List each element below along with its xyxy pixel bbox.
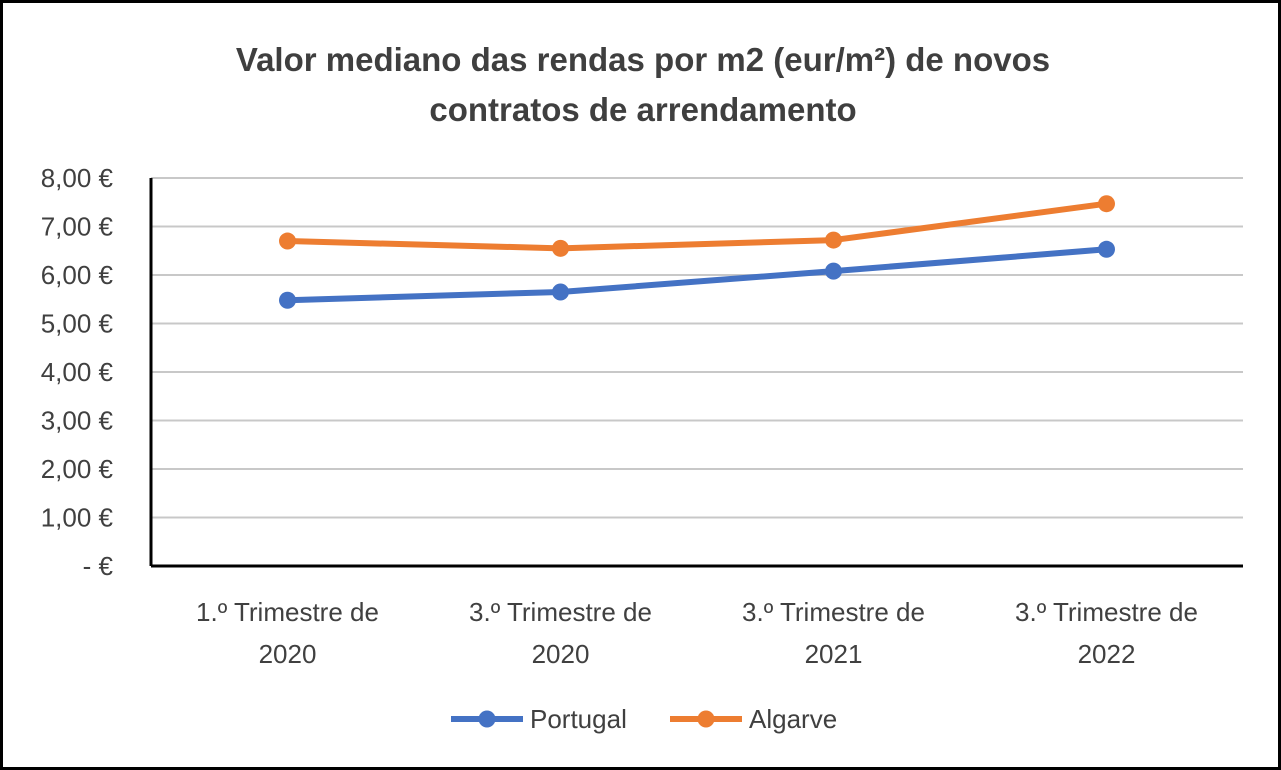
x-category-label-line: 2022 xyxy=(1078,639,1136,669)
y-tick-label: 1,00 € xyxy=(41,503,114,533)
y-tick-label: 4,00 € xyxy=(41,357,114,387)
data-point-algarve xyxy=(552,239,569,257)
gridlines xyxy=(151,177,1243,519)
x-axis-category-labels: 1.º Trimestre de 2020 3.º Trimestre de 2020… xyxy=(196,597,1198,669)
legend-marker-portugal xyxy=(478,710,496,728)
y-tick-label: 7,00 € xyxy=(41,212,114,242)
series-line-algarve xyxy=(284,200,1110,252)
legend-marker-algarve xyxy=(697,710,715,728)
x-category-label-line: 2020 xyxy=(259,639,317,669)
y-tick-label: 2,00 € xyxy=(41,454,114,484)
legend-label-algarve: Algarve xyxy=(749,704,837,734)
data-point-algarve xyxy=(1098,195,1115,213)
x-category-label: 1.º Trimestre de 2020 xyxy=(196,597,379,669)
x-category-label-line: 2020 xyxy=(532,639,590,669)
axes xyxy=(149,178,1243,568)
y-tick-label: 6,00 € xyxy=(41,260,114,290)
series-portugal xyxy=(279,240,1115,309)
data-point-algarve xyxy=(825,231,842,249)
y-tick-label: 8,00 € xyxy=(41,163,114,193)
x-category-label: 3.º Trimestre de 2022 xyxy=(1015,597,1198,669)
data-point-algarve xyxy=(279,232,296,250)
legend-label-portugal: Portugal xyxy=(530,704,627,734)
data-point-portugal xyxy=(825,262,842,280)
y-tick-label: 3,00 € xyxy=(41,406,114,436)
legend: Portugal Algarve xyxy=(451,704,837,734)
legend-item-portugal: Portugal xyxy=(451,704,627,734)
y-axis-tick-labels: - € 1,00 € 2,00 € 3,00 € 4,00 € 5,00 € 6,00 € 7… xyxy=(41,163,114,581)
data-point-portugal xyxy=(1098,240,1115,258)
x-category-label: 3.º Trimestre de 2021 xyxy=(742,597,925,669)
chart-title-line-2: contratos de arrendamento xyxy=(429,91,856,128)
x-category-label-line: 2021 xyxy=(805,639,863,669)
x-category-label-line: 3.º Trimestre de xyxy=(742,597,925,627)
x-category-label-line: 3.º Trimestre de xyxy=(469,597,652,627)
y-tick-label: - € xyxy=(83,551,114,581)
x-category-label-line: 3.º Trimestre de xyxy=(1015,597,1198,627)
series-line-portugal xyxy=(284,246,1110,304)
data-point-portugal xyxy=(279,291,296,309)
chart-title-line-1: Valor mediano das rendas por m2 (eur/m²)… xyxy=(236,41,1050,78)
legend-item-algarve: Algarve xyxy=(670,704,837,734)
y-tick-label: 5,00 € xyxy=(41,309,114,339)
series-lines xyxy=(279,195,1115,309)
series-algarve xyxy=(279,195,1115,257)
data-point-portugal xyxy=(552,283,569,301)
line-chart: Valor mediano das rendas por m2 (eur/m²)… xyxy=(41,41,1243,734)
x-category-label: 3.º Trimestre de 2020 xyxy=(469,597,652,669)
x-category-label-line: 1.º Trimestre de xyxy=(196,597,379,627)
